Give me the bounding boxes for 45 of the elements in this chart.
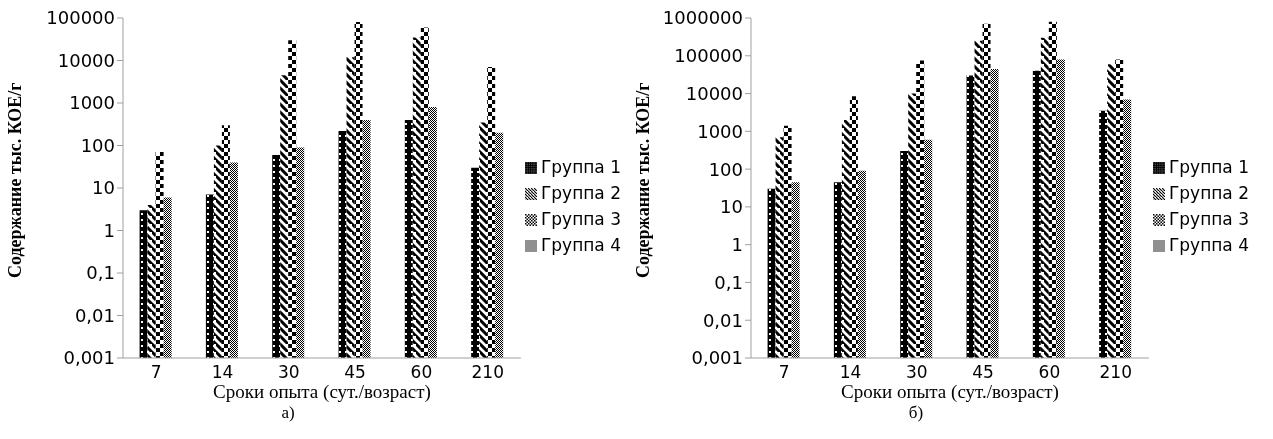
legend-label: Группа 1 <box>1168 156 1249 177</box>
x-tick-label: 60 <box>1038 362 1061 383</box>
y-tick-label: 100000 <box>46 7 115 29</box>
legend-label: Группа 1 <box>540 156 621 177</box>
y-tick-label: 10000 <box>57 49 115 71</box>
y-tick-label: 10 <box>720 196 743 218</box>
x-tick-label: 210 <box>1099 362 1132 383</box>
legend-label: Группа 3 <box>540 208 621 229</box>
x-tick-label: 14 <box>211 362 234 383</box>
y-tick-label: 1 <box>731 234 743 256</box>
y-tick-label: 1000000 <box>662 7 743 29</box>
y-axis-title: Содержание тыс. КОЕ/г <box>633 82 654 278</box>
text: а) <box>280 403 296 423</box>
y-tick-label: 1000 <box>69 92 115 114</box>
legend-label: Группа 2 <box>540 182 621 203</box>
x-axis-title: Сроки опыта (сут./возраст) <box>841 381 1059 403</box>
x-tick-label: 14 <box>839 362 862 383</box>
x-axis-title: Сроки опыта (сут./возраст) <box>213 381 431 403</box>
y-axis-title: Содержание тыс. КОЕ/г <box>5 82 26 278</box>
legend-label: Группа 4 <box>1168 234 1249 255</box>
x-tick-label: 210 <box>471 362 504 383</box>
y-tick-label: 1 <box>103 219 115 241</box>
legend-label: Группа 2 <box>1168 182 1249 203</box>
y-tick-label: 100 <box>80 134 115 156</box>
y-tick-label: 10000 <box>685 82 743 104</box>
x-tick-label: 45 <box>344 362 366 383</box>
y-tick-label: 0,01 <box>702 309 743 331</box>
y-tick-label: 0,1 <box>86 262 115 284</box>
y-tick-label: 100000 <box>674 45 743 67</box>
text: б) <box>907 403 925 423</box>
y-tick-label: 10 <box>92 177 115 199</box>
legend-label: Группа 3 <box>1168 208 1249 229</box>
x-tick-label: 45 <box>972 362 994 383</box>
x-tick-label: 7 <box>150 362 162 383</box>
x-tick-label: 7 <box>778 362 790 383</box>
y-tick-label: 0,001 <box>691 347 743 369</box>
x-tick-label: 30 <box>905 362 928 383</box>
x-tick-label: 60 <box>410 362 433 383</box>
legend-label: Группа 4 <box>540 234 621 255</box>
y-tick-label: 1000 <box>697 120 743 142</box>
x-tick-label: 30 <box>277 362 300 383</box>
y-tick-label: 0,001 <box>63 347 115 369</box>
y-tick-label: 0,1 <box>714 271 743 293</box>
y-tick-label: 0,01 <box>74 304 115 326</box>
y-tick-label: 100 <box>708 158 743 180</box>
